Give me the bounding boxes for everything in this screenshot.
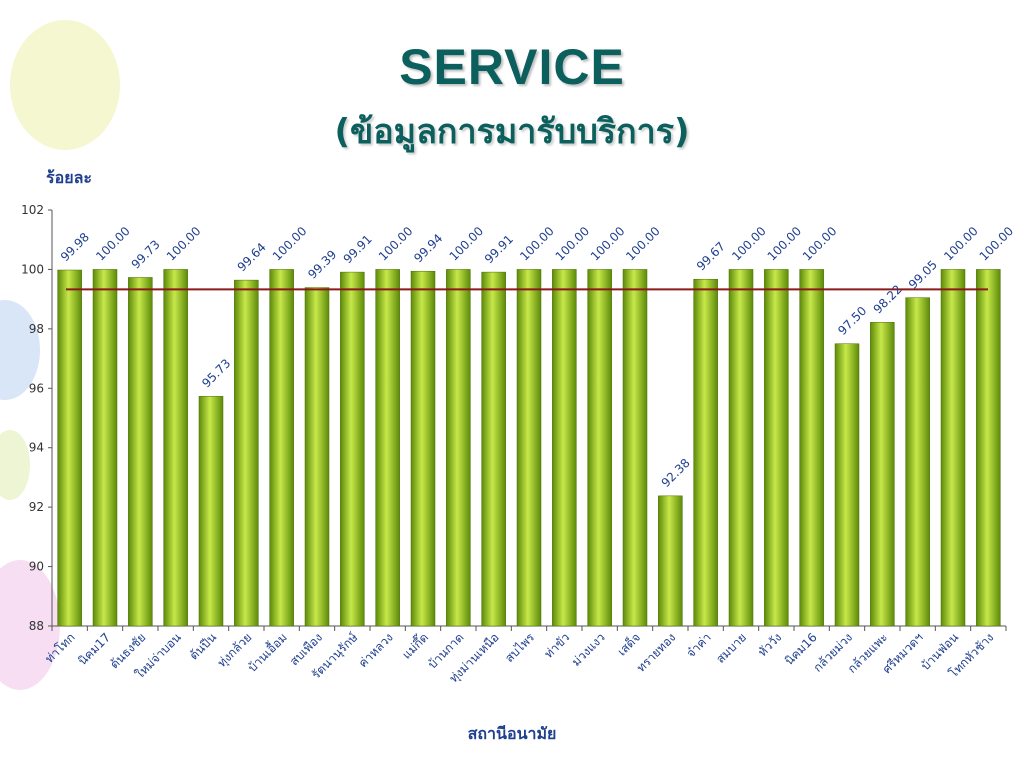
bar bbox=[834, 343, 860, 627]
x-tick-label: บ้านเอื้อม bbox=[244, 629, 290, 675]
bar bbox=[516, 269, 542, 627]
x-tick-label: สมบาย bbox=[713, 630, 749, 666]
x-tick-label: ท่าโทก bbox=[42, 630, 78, 666]
y-tick-label: 90 bbox=[29, 560, 44, 574]
data-label: 92.38 bbox=[659, 456, 693, 490]
data-label: 99.64 bbox=[235, 240, 269, 274]
data-label: 100.00 bbox=[164, 224, 204, 264]
data-label: 99.98 bbox=[58, 230, 92, 264]
data-label: 100.00 bbox=[800, 224, 840, 264]
bar bbox=[905, 297, 930, 627]
data-label: 100.00 bbox=[270, 224, 310, 264]
y-tick-label: 92 bbox=[29, 500, 44, 514]
x-tick-label: หัววัง bbox=[755, 630, 784, 659]
y-tick-label: 102 bbox=[21, 203, 44, 217]
data-label: 99.05 bbox=[906, 258, 940, 292]
bar bbox=[410, 270, 436, 627]
bar bbox=[269, 269, 294, 627]
bar bbox=[128, 277, 153, 627]
data-label: 100.00 bbox=[623, 224, 663, 264]
x-tick-label: ค่าหลวง bbox=[356, 630, 396, 670]
data-label: 95.73 bbox=[199, 356, 233, 390]
bar bbox=[57, 269, 82, 627]
x-tick-label: ม่วงแงว bbox=[569, 630, 608, 669]
data-label: 97.50 bbox=[835, 304, 869, 338]
x-tick-label: แม่กึ๊ด bbox=[398, 629, 431, 662]
x-tick-label: เสด็จ bbox=[614, 630, 643, 659]
data-label: 100.00 bbox=[93, 224, 133, 264]
data-label: 99.94 bbox=[411, 231, 445, 265]
data-label: 100.00 bbox=[376, 224, 416, 264]
y-tick-label: 96 bbox=[29, 381, 44, 395]
y-tick-label: 100 bbox=[21, 262, 44, 276]
bar bbox=[693, 278, 718, 627]
bar bbox=[622, 269, 648, 627]
data-label: 100.00 bbox=[588, 224, 628, 264]
bar bbox=[198, 396, 224, 627]
bar bbox=[375, 269, 400, 627]
data-label: 99.73 bbox=[129, 237, 163, 271]
bar bbox=[446, 269, 471, 627]
y-tick-label: 98 bbox=[29, 322, 44, 336]
y-tick-label: 88 bbox=[29, 619, 44, 633]
data-label: 100.00 bbox=[977, 224, 1017, 264]
bar bbox=[728, 269, 754, 627]
data-label: 100.00 bbox=[517, 224, 557, 264]
bar bbox=[976, 269, 1001, 627]
bar bbox=[658, 495, 683, 627]
data-label: 100.00 bbox=[447, 224, 487, 264]
bar bbox=[340, 271, 365, 627]
bar bbox=[163, 269, 188, 627]
data-label: 100.00 bbox=[729, 224, 769, 264]
chart-bars bbox=[57, 269, 1001, 627]
page-title: SERVICE bbox=[399, 39, 625, 95]
data-label: 99.91 bbox=[482, 232, 516, 266]
bar bbox=[799, 269, 824, 627]
bar bbox=[870, 322, 895, 627]
bar bbox=[481, 271, 506, 627]
bar bbox=[304, 287, 330, 627]
data-label: 99.39 bbox=[305, 247, 339, 281]
x-axis-label: สถานีอนามัย bbox=[467, 724, 557, 743]
page-subtitle: (ข้อมูลการมารับบริการ) bbox=[334, 112, 690, 152]
data-label: 98.22 bbox=[871, 282, 905, 316]
bar bbox=[940, 269, 966, 627]
bar bbox=[552, 269, 577, 627]
bar bbox=[92, 269, 118, 627]
x-tick-label: จ๋าค่า bbox=[684, 630, 714, 660]
data-label: 100.00 bbox=[553, 224, 593, 264]
x-tick-label: ต้นปีน bbox=[187, 630, 219, 662]
bar bbox=[587, 269, 612, 627]
y-tick-label: 94 bbox=[29, 441, 44, 455]
x-tick-label: ท่าขัว bbox=[542, 630, 573, 661]
data-label: 99.67 bbox=[694, 239, 728, 273]
data-label: 100.00 bbox=[765, 224, 805, 264]
bar bbox=[764, 269, 789, 627]
data-label: 100.00 bbox=[941, 224, 981, 264]
data-label: 99.91 bbox=[341, 232, 375, 266]
y-axis-label: ร้อยละ bbox=[46, 168, 92, 187]
x-tick-label: ทรายทอง bbox=[634, 630, 679, 675]
bar bbox=[234, 279, 259, 627]
x-tick-label: สบไพร bbox=[502, 630, 537, 665]
